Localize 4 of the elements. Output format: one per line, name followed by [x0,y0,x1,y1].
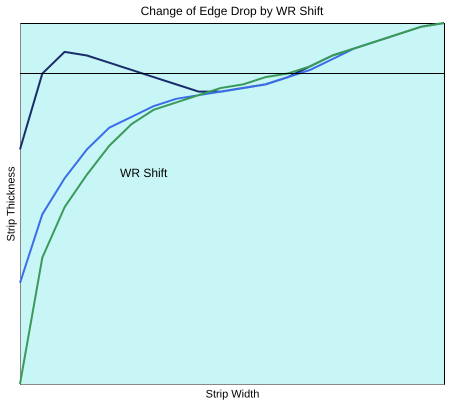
chart-title: Change of Edge Drop by WR Shift [140,4,324,18]
annotation: WR Shift [120,166,168,180]
y-axis-title: Strip Thickness [6,166,18,242]
x-axis-title: Strip Width [206,388,260,400]
